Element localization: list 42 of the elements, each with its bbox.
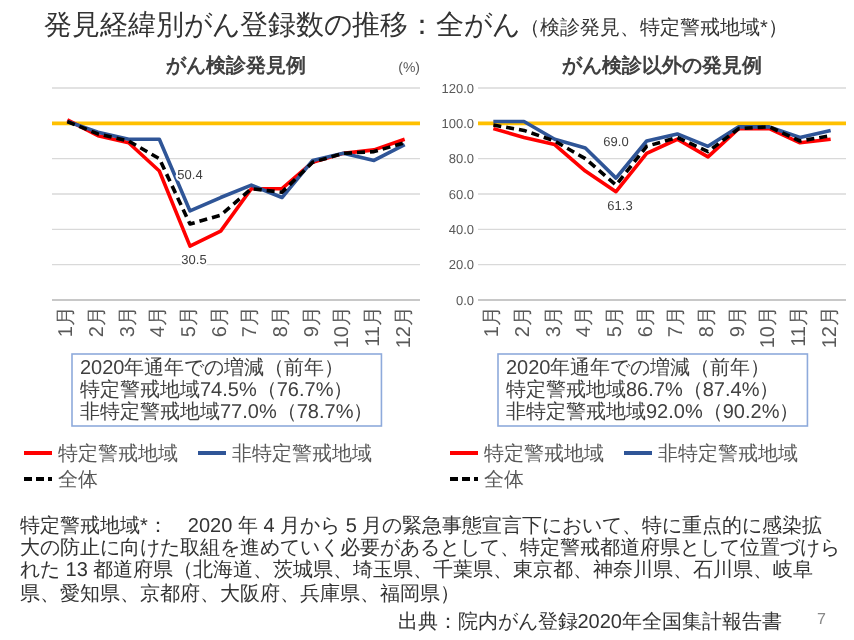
x-tick-label: 9月 bbox=[301, 306, 324, 338]
x-tick-label: 4月 bbox=[574, 306, 597, 338]
legend-label: 非特定警戒地域 bbox=[658, 442, 798, 466]
text: 7 bbox=[817, 610, 826, 628]
x-tick-label: 8月 bbox=[697, 306, 719, 338]
x-tick-label: 10月 bbox=[332, 306, 355, 349]
source-note: 出典：院内がん登録2020年全国集計報告書 bbox=[397, 609, 782, 636]
x-tick-label: 3月 bbox=[117, 306, 140, 338]
chart-title: がん検診発見例 bbox=[164, 54, 306, 78]
x-tick-label: 3月 bbox=[543, 306, 566, 338]
legend-label: 全体 bbox=[484, 468, 524, 492]
x-tick-label: 12月 bbox=[819, 306, 842, 349]
x-tick-label: 10月 bbox=[758, 306, 781, 349]
x-tick-label: 1月 bbox=[482, 306, 505, 338]
x-tick-label: 12月 bbox=[393, 306, 416, 349]
x-tick-label: 7月 bbox=[666, 306, 689, 338]
text: 特定警戒地域86.7%（87.4%） bbox=[506, 378, 780, 402]
x-tick-label: 11月 bbox=[363, 306, 385, 347]
x-tick-label: 2月 bbox=[513, 306, 535, 338]
x-tick-label: 9月 bbox=[727, 306, 750, 338]
x-tick-label: 8月 bbox=[271, 306, 293, 338]
text: 2020年通年での増減（前年） bbox=[506, 356, 771, 380]
text: 2020年通年での増減（前年） bbox=[80, 356, 345, 380]
text: 非特定警戒地域92.0%（90.2%） bbox=[506, 400, 800, 424]
x-tick-label: 7月 bbox=[240, 306, 263, 338]
legend-label: 全体 bbox=[58, 468, 98, 492]
x-tick-label: 6月 bbox=[209, 306, 232, 338]
legend-label: 非特定警戒地域 bbox=[232, 442, 372, 466]
x-tick-label: 6月 bbox=[635, 306, 658, 338]
x-tick-label: 5月 bbox=[605, 306, 627, 338]
text: 特定警戒地域*： 2020 年 4 月から 5 月の緊急事態宣言下において、特に重点的に感染拡大の防止に向けた取組を進めていく必要があるとして、特定警戒都道府県として位置づけられた 13 都道府県（北海道、茨城県、埼玉県、千葉県、東京都、神奈川県、石川県、岐阜県、愛知県、京都府、大阪府、兵庫県、福岡県） bbox=[20, 516, 840, 606]
text: 特定警戒地域74.5%（76.7%） bbox=[80, 378, 354, 402]
x-tick-label: 11月 bbox=[789, 306, 811, 347]
x-tick-label: 5月 bbox=[179, 306, 201, 338]
x-tick-label: 2月 bbox=[87, 306, 109, 338]
x-tick-label: 1月 bbox=[56, 306, 79, 338]
x-tick-label: 4月 bbox=[148, 306, 171, 338]
legend-label: 特定警戒地域 bbox=[484, 442, 604, 466]
text: （検診発見、特定警戒地域*） bbox=[520, 18, 788, 40]
legend-label: 特定警戒地域 bbox=[58, 442, 178, 466]
text: 非特定警戒地域77.0%（78.7%） bbox=[80, 400, 374, 424]
chart-title: がん検診以外の発見例 bbox=[560, 54, 762, 78]
